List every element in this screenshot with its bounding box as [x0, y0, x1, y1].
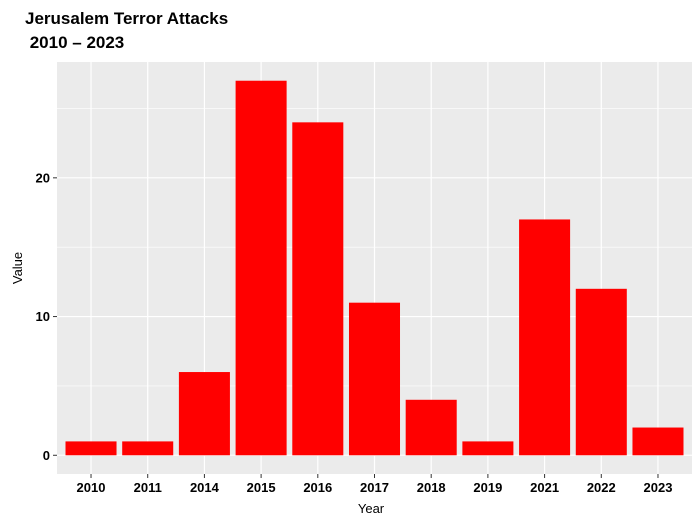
bar-2010 — [65, 441, 117, 456]
y-tick-label: 0 — [43, 448, 50, 463]
bar-2014 — [178, 372, 230, 456]
x-axis: 2010 2011 2014 2015 2016 2017 2018 2019 2021 2022… — [77, 474, 673, 495]
x-tick-label: 2017 — [360, 480, 389, 495]
x-tick-label: 2016 — [303, 480, 332, 495]
bar-2019 — [462, 441, 514, 456]
bar-2023 — [632, 427, 684, 456]
x-tick-label: 2019 — [473, 480, 502, 495]
y-axis: 0 10 20 — [36, 170, 57, 463]
bar-2015 — [235, 80, 287, 456]
x-tick-label: 2015 — [247, 480, 276, 495]
x-tick-label: 2023 — [644, 480, 673, 495]
bar-2011 — [122, 441, 174, 456]
bar-2017 — [348, 302, 401, 456]
chart-title-line-2: 2010 – 2023 — [25, 33, 124, 52]
bars — [65, 80, 684, 456]
x-tick-label: 2011 — [134, 480, 162, 495]
x-tick-label: 2018 — [417, 480, 446, 495]
chart-title-line-1: Jerusalem Terror Attacks — [25, 9, 228, 28]
y-tick-label: 20 — [36, 170, 50, 185]
x-axis-label: Year — [358, 501, 385, 514]
bar-2018 — [405, 399, 457, 456]
bar-2022 — [575, 288, 627, 456]
bar-2016 — [292, 122, 344, 456]
x-tick-label: 2014 — [190, 480, 220, 495]
y-axis-label: Value — [10, 252, 25, 284]
x-tick-label: 2021 — [530, 480, 559, 495]
y-tick-label: 10 — [36, 309, 50, 324]
bar-2021 — [519, 219, 571, 456]
x-tick-label: 2010 — [77, 480, 106, 495]
x-tick-label: 2022 — [587, 480, 616, 495]
